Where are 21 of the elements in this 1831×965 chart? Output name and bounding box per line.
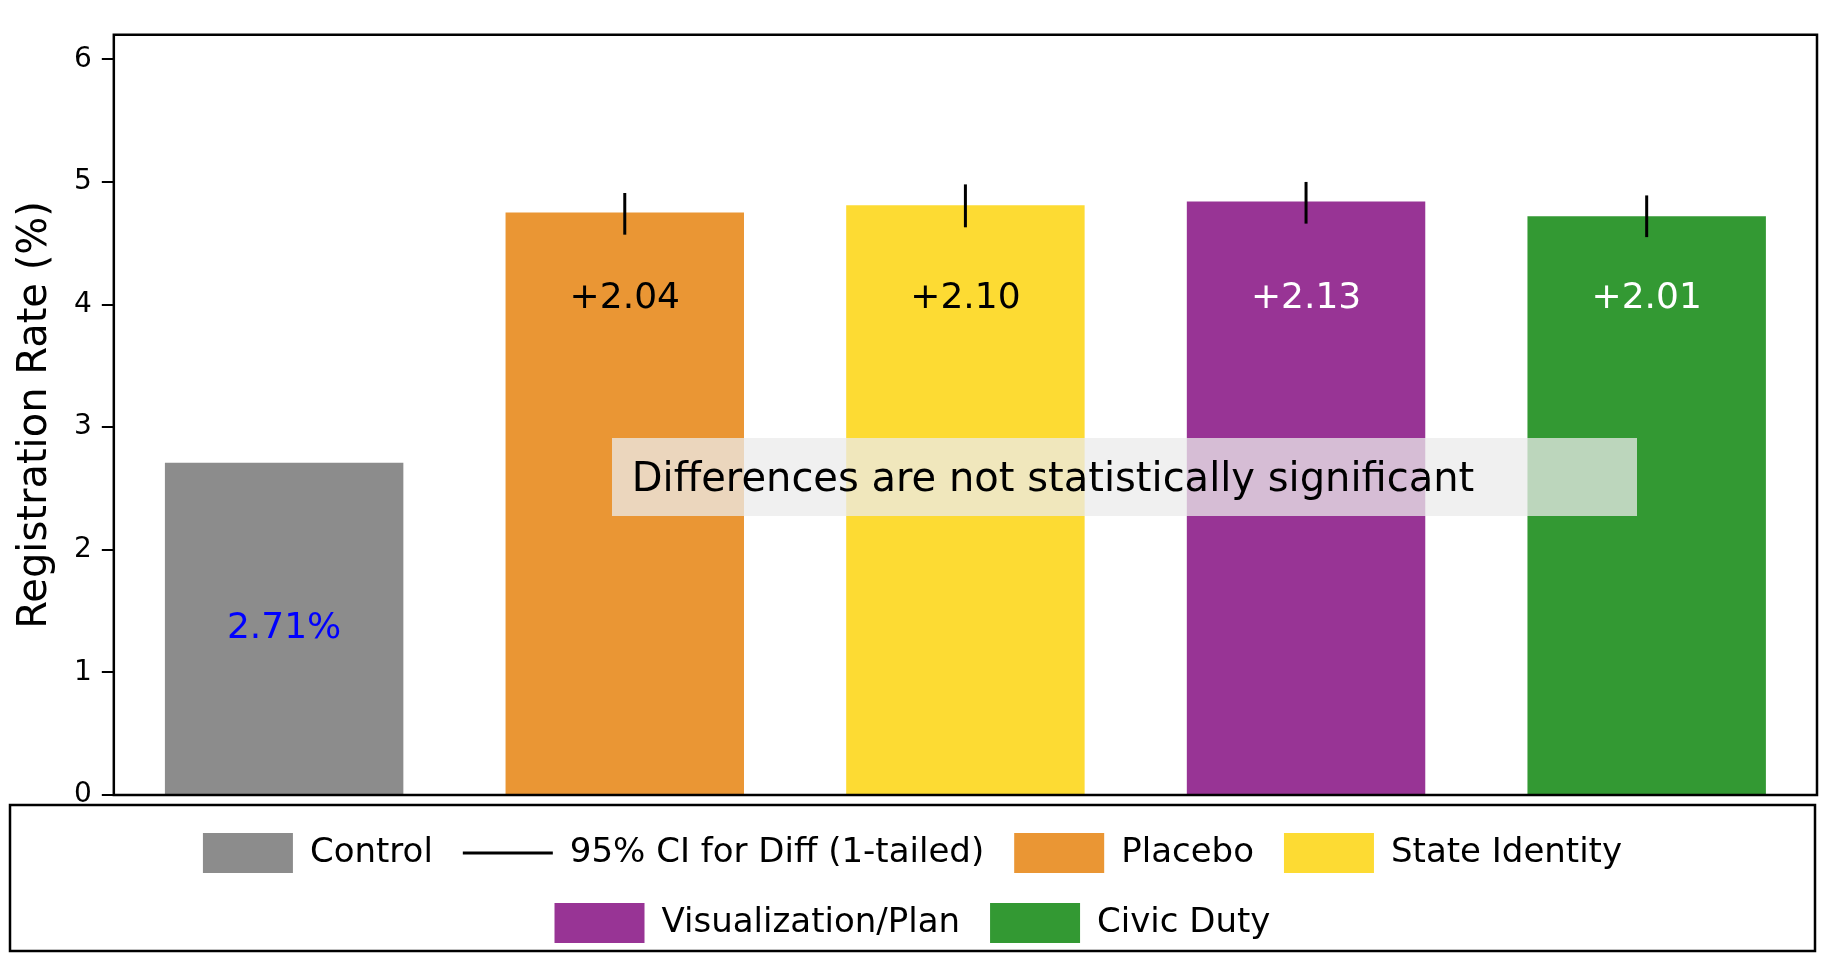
y-tick-label: 4 [73,285,92,319]
annotation: +2.10 [910,274,1021,316]
legend-label: State Identity [1390,829,1623,870]
text: 95% CI for Diff (1-tailed) [569,829,985,870]
legend-label: Civic Duty [1097,899,1271,940]
y-tick-label: 2 [73,531,92,565]
data-label: 2.71% [226,604,342,646]
legend-label: Control [309,829,433,870]
legend-label: Placebo [1121,829,1254,870]
legend-label: Visualization/Plan [661,899,961,940]
y-tick-label: 5 [73,163,92,197]
y-tick-label: 0 [73,776,92,810]
y-tick-label: 1 [73,653,92,687]
annotation: +2.04 [569,274,680,316]
annotation: +2.13 [1250,274,1362,316]
annotation: Differences are not statistically significant [631,454,1475,501]
y-tick-label: 6 [73,40,92,74]
annotation: +2.01 [1591,274,1702,316]
note-box: Differences are not statistically significant [611,438,1637,517]
y-axis-title: Registration Rate (%) [9,201,56,629]
y-tick-label: 3 [73,408,92,442]
